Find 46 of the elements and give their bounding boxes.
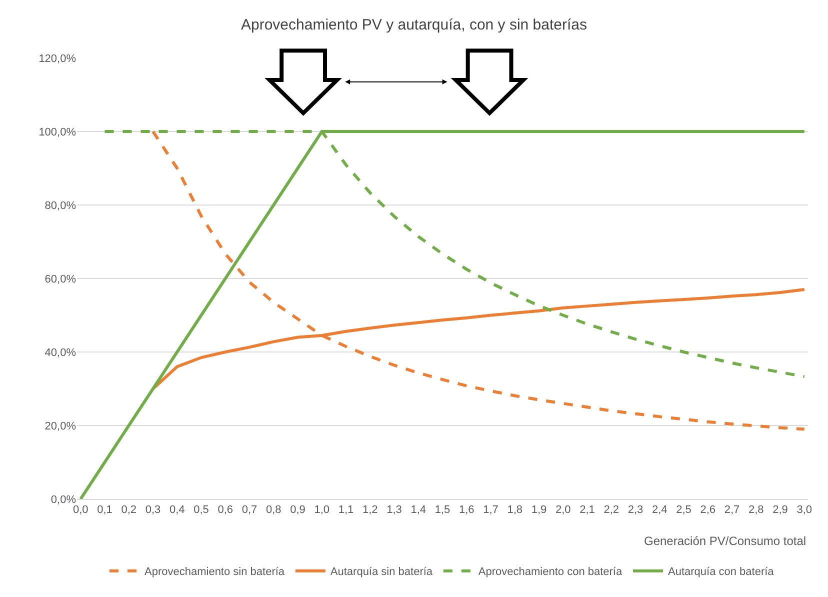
- x-tick-label: 0,6: [218, 504, 234, 516]
- x-tick-label: 0,7: [242, 504, 258, 516]
- y-tick-label: 100,0%: [38, 126, 76, 138]
- x-tick-label: 2,4: [652, 504, 668, 516]
- x-tick-label: 0,3: [145, 504, 161, 516]
- y-tick-label: 60,0%: [44, 273, 76, 286]
- x-tick-label: 1,4: [410, 504, 426, 516]
- x-tick-label: 0,2: [121, 504, 137, 516]
- x-tick-label: 2,0: [555, 504, 571, 516]
- x-tick-label: 0,1: [97, 504, 112, 516]
- chart-title: Aprovechamiento PV y autarquía, con y sin baterías: [240, 16, 588, 34]
- line-series: [79, 130, 806, 499]
- x-tick-label: 2,3: [628, 504, 644, 516]
- x-tick-label: 1,0: [314, 504, 330, 516]
- x-tick-label: 2,9: [772, 504, 788, 516]
- x-tick-label: 2,5: [676, 504, 692, 516]
- x-tick-label: 1,5: [434, 504, 450, 516]
- legend-label: Autarquía con batería: [668, 566, 775, 578]
- x-axis-title: Generación PV/Consumo total: [644, 534, 806, 548]
- x-tick-label: 2,1: [580, 504, 595, 516]
- x-tick-label: 0,0: [72, 504, 88, 516]
- x-tick-label: 0,8: [266, 504, 282, 516]
- x-tick-label: 2,7: [724, 504, 740, 516]
- x-tick-label: 1,7: [483, 504, 498, 516]
- x-tick-label: 1,9: [531, 504, 547, 516]
- legend-label: Autarquía sin batería: [330, 566, 434, 578]
- x-tick-label: 3,0: [796, 504, 812, 516]
- x-tick-label: 1,1: [338, 504, 354, 516]
- y-tick-label: 40,0%: [44, 346, 76, 359]
- x-tick-label: 2,6: [700, 504, 716, 516]
- legend-label: Aprovechamiento sin batería: [144, 566, 286, 578]
- x-tick-label: 1,3: [386, 504, 402, 516]
- y-tick-label: 80,0%: [44, 200, 76, 212]
- x-tick-label: 1,8: [507, 504, 523, 516]
- x-tick-label: 2,2: [604, 504, 620, 516]
- line-series: [152, 130, 806, 431]
- x-tick-label: 2,8: [748, 504, 764, 516]
- x-tick-label: 1,2: [362, 504, 378, 516]
- y-tick-label: 0,0%: [50, 494, 76, 506]
- x-tick-label: 1,6: [458, 504, 474, 516]
- x-tick-label: 0,4: [169, 504, 185, 516]
- y-tick-label: 20,0%: [44, 420, 76, 432]
- x-tick-label: 0,9: [290, 504, 306, 516]
- y-tick-label: 120,0%: [38, 52, 76, 65]
- legend-label: Aprovechamiento con batería: [478, 566, 623, 578]
- x-tick-label: 0,5: [194, 504, 209, 516]
